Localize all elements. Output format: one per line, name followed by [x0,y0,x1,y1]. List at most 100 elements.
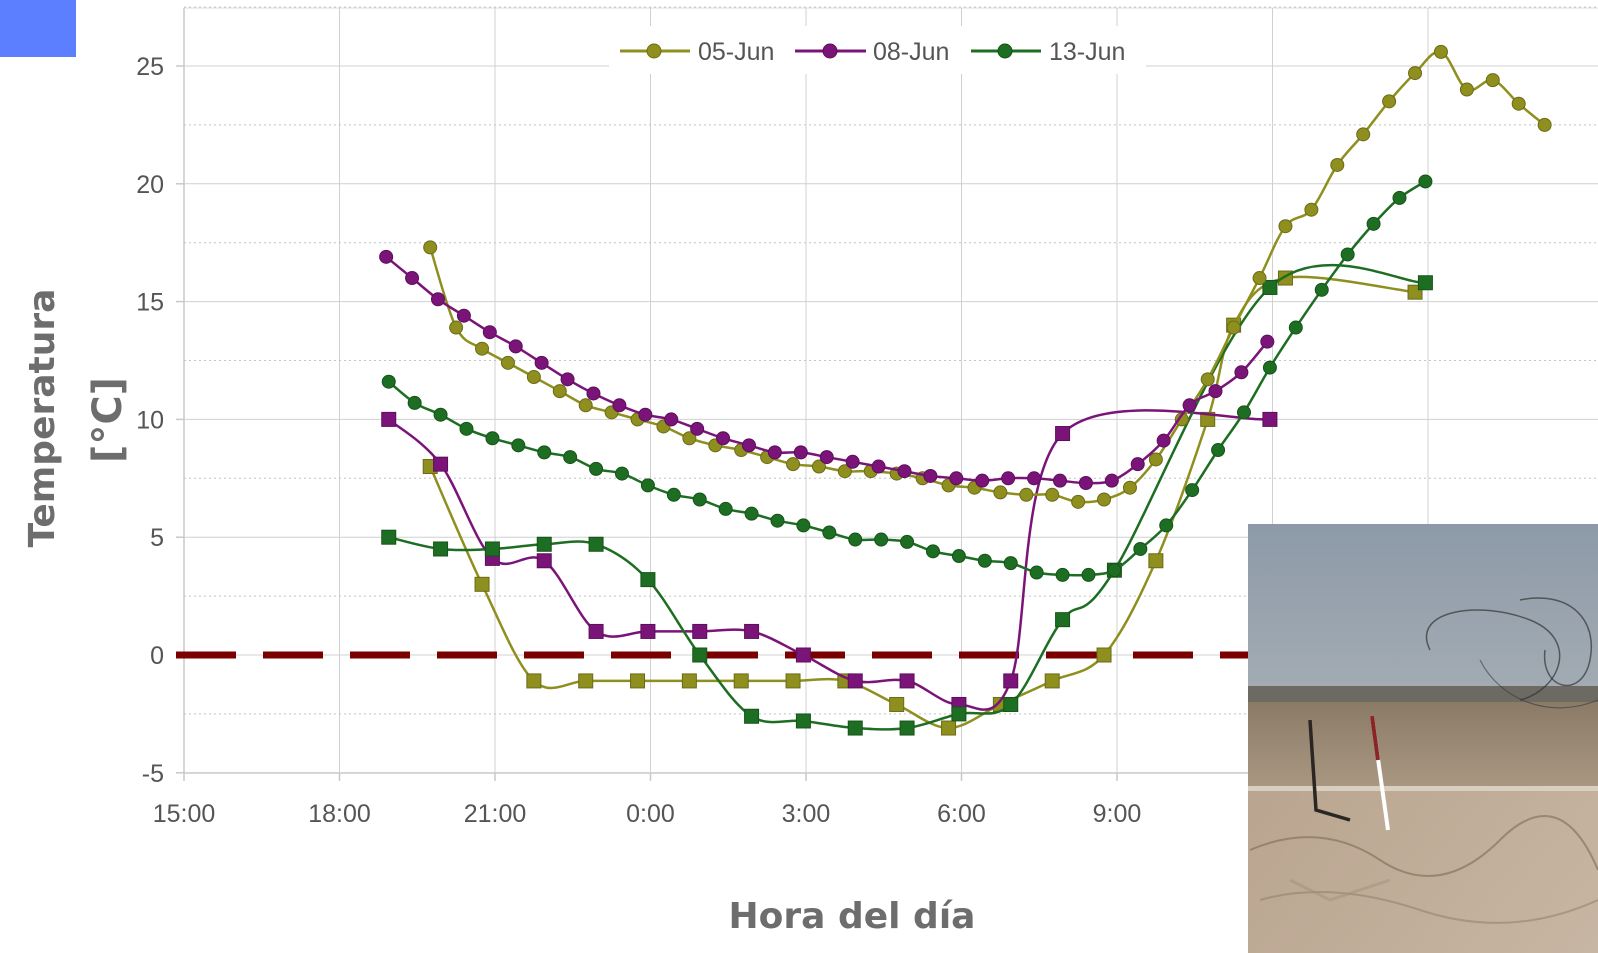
data-point-square [1003,696,1019,712]
series-series-3-square [422,270,1423,736]
data-point-circle [1260,334,1275,349]
data-point-circle [770,513,785,528]
data-point-circle [614,466,629,481]
legend: 05-Jun 08-Jun 13-Jun [609,26,1146,74]
data-point-square [1262,279,1278,295]
data-point-circle [1003,556,1018,571]
data-point-circle [449,320,464,335]
data-point-circle [1340,247,1355,262]
data-point-circle [1052,473,1067,488]
data-point-circle [822,525,837,540]
series-line [387,180,1427,577]
data-point-square [526,673,542,689]
y-tick-label: 0 [150,642,164,670]
data-point-circle [500,355,515,370]
data-point-circle [1078,476,1093,491]
data-point-circle [563,450,578,465]
data-point-square [381,529,397,545]
y-tick-label: 5 [150,524,164,552]
x-tick-label: 15:00 [153,800,216,828]
data-point-circle [977,553,992,568]
data-point-circle [407,395,422,410]
data-point-circle [975,473,990,488]
series-13-jun-circle [381,174,1433,582]
data-point-circle [1130,457,1145,472]
data-point-circle [508,339,523,354]
data-point-circle [423,240,438,255]
data-point-circle [511,438,526,453]
data-point-square [692,623,708,639]
data-point-circle [638,407,653,422]
data-point-circle [537,445,552,460]
data-point-circle [1234,365,1249,380]
site-photo [1248,524,1598,953]
x-tick-label: 21:00 [464,800,527,828]
data-point-circle [664,412,679,427]
data-point-square [640,572,656,588]
data-point-circle [1156,433,1171,448]
data-point-square [640,623,656,639]
x-tick-label: 6:00 [937,800,986,828]
y-axis-title-line1: Temperatura [22,289,63,548]
x-axis-title: Hora del día [729,896,976,937]
data-point-circle [949,471,964,486]
legend-label-05-jun: 05-Jun [698,38,774,66]
y-tick-label: 15 [136,289,164,317]
data-point-square [899,720,915,736]
data-point-square [474,576,490,592]
data-point-circle [682,431,697,446]
data-point-circle [1392,190,1407,205]
data-point-circle [1433,44,1448,59]
data-point-circle [1459,82,1474,97]
x-tick-label: 3:00 [782,800,831,828]
data-point-square [795,647,811,663]
data-point-circle [845,454,860,469]
y-tick-label: 25 [136,53,164,81]
data-point-circle [1252,271,1267,286]
legend-item-05-jun: 05-Jun [620,38,774,66]
data-point-circle [1081,567,1096,582]
data-point-square [1417,275,1433,291]
data-point-circle [923,468,938,483]
data-point-circle [475,341,490,356]
data-point-circle [1097,492,1112,507]
data-point-square [692,647,708,663]
data-point-square [1055,426,1071,442]
data-point-circle [534,355,549,370]
data-point-square [381,411,397,427]
data-point-square [1044,673,1060,689]
data-point-square [536,536,552,552]
data-point-circle [482,325,497,340]
data-point-circle [744,506,759,521]
legend-label-13-jun: 13-Jun [1049,38,1125,66]
data-point-circle [1071,494,1086,509]
data-point-square [744,623,760,639]
data-point-circle [874,532,889,547]
data-point-circle [1288,320,1303,335]
data-point-circle [1159,518,1174,533]
data-point-square [1055,612,1071,628]
data-point-circle [1366,216,1381,231]
data-point-square [733,673,749,689]
x-tick-label: 0:00 [626,800,675,828]
data-point-square [847,673,863,689]
data-point-circle [1045,487,1060,502]
series-08-jun-circle [379,249,1275,491]
data-point-circle [1019,487,1034,502]
data-point-circle [1356,127,1371,142]
data-point-circle [786,457,801,472]
data-point-circle [1418,174,1433,189]
x-tick-label: 18:00 [308,800,371,828]
data-point-circle [716,431,731,446]
data-point-square [536,553,552,569]
data-point-square [1262,411,1278,427]
data-point-circle [666,487,681,502]
data-point-circle [1029,565,1044,580]
data-point-square [484,541,500,557]
data-point-square [795,713,811,729]
data-point-circle [1055,567,1070,582]
x-axis-ticks: 15:00 18:00 21:00 0:00 3:00 6:00 9:00 [153,773,1141,828]
data-point-circle [871,459,886,474]
data-point-circle [1208,384,1223,399]
data-point-square [951,706,967,722]
